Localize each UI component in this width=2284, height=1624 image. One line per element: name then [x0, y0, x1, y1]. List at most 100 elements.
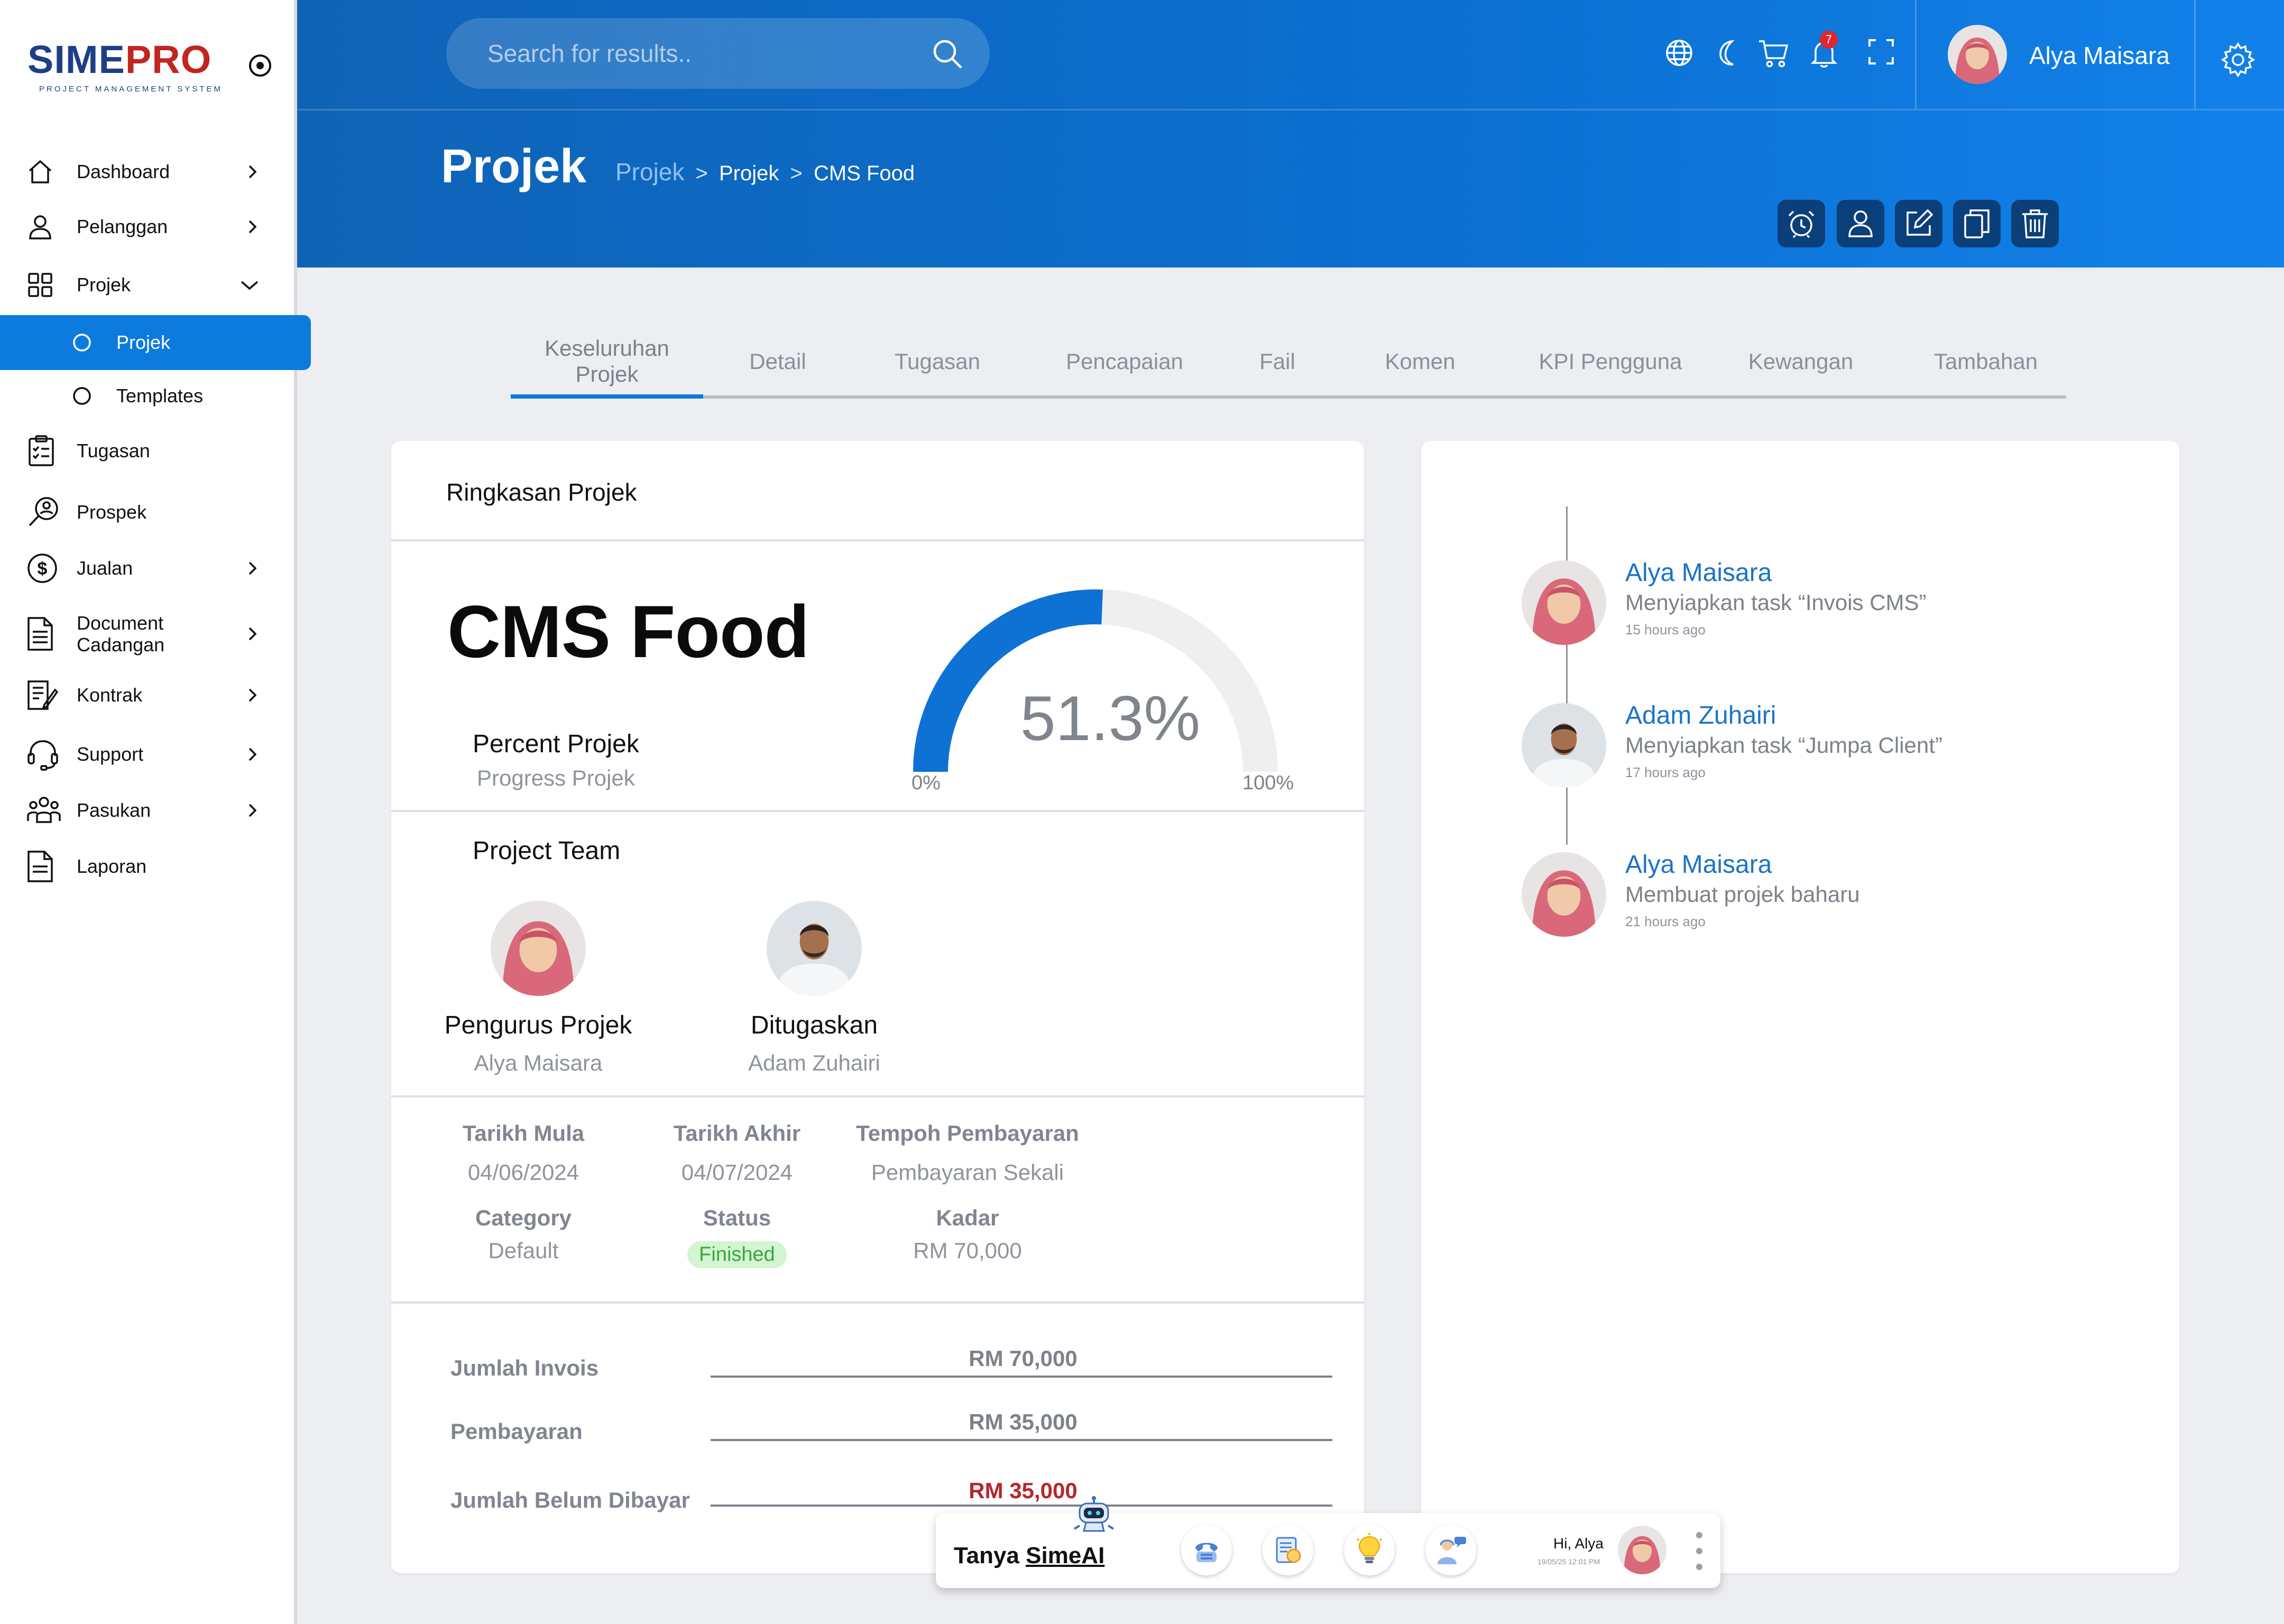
divider: [391, 810, 1364, 812]
robot-icon[interactable]: [1070, 1496, 1118, 1538]
sidebar-item-support[interactable]: Support: [0, 731, 297, 778]
sidebar-item-label: Laporan: [77, 855, 147, 878]
info-status: Status Finished: [621, 1205, 853, 1268]
brand-name-part1: SIME: [27, 38, 125, 81]
project-summary-card: Ringkasan Projek CMS Food Percent Projek…: [391, 441, 1364, 1573]
gauge-value: 51.3%: [1020, 683, 1201, 754]
assign-user-button[interactable]: [1837, 200, 1884, 247]
tab-pencapaian[interactable]: Pencapaian: [1066, 349, 1183, 374]
greeting-text: Hi, Alya: [1553, 1535, 1604, 1552]
breadcrumb-root[interactable]: Projek: [615, 158, 685, 186]
more-options-icon[interactable]: [1694, 1527, 1705, 1575]
tab-fail[interactable]: Fail: [1259, 349, 1295, 374]
avatar[interactable]: [767, 901, 862, 996]
reminder-button[interactable]: [1778, 200, 1825, 247]
activity-text: Membuat projek baharu: [1625, 882, 1860, 907]
search-bar[interactable]: [446, 18, 990, 89]
ai-idea-button[interactable]: [1344, 1525, 1395, 1575]
info-label: Kadar: [936, 1205, 999, 1230]
ask-ai-label[interactable]: Tanya SimeAI: [954, 1543, 1104, 1569]
edit-icon: [1903, 208, 1934, 239]
breadcrumb-middle[interactable]: Projek: [719, 162, 779, 185]
finance-row-outstanding: Jumlah Belum Dibayar RM 35,000: [391, 1478, 1364, 1530]
finance-underline: [711, 1505, 1332, 1507]
fullscreen-icon[interactable]: [1867, 38, 1895, 66]
finance-underline: [711, 1376, 1332, 1378]
finance-underline: [711, 1439, 1332, 1441]
tab-kewangan[interactable]: Kewangan: [1748, 349, 1854, 374]
ai-phone-button[interactable]: [1181, 1525, 1232, 1575]
project-tabs: Keseluruhan Projek Detail Tugasan Pencap…: [511, 328, 2066, 399]
tab-keseluruhan-projek[interactable]: Keseluruhan Projek: [511, 328, 703, 399]
tab-detail[interactable]: Detail: [749, 349, 806, 374]
member-role: Pengurus Projek: [444, 1011, 632, 1039]
gear-icon[interactable]: [2219, 41, 2257, 78]
sidebar-item-pasukan[interactable]: Pasukan: [0, 787, 297, 834]
activity-item[interactable]: Alya Maisara Membuat projek baharu 21 ho…: [1522, 851, 1860, 937]
team-member-assignee: Ditugaskan Adam Zuhairi: [730, 901, 899, 1076]
chevron-right-icon: [244, 802, 260, 818]
sidebar-item-label: Projek: [77, 274, 131, 296]
info-value: RM 70,000: [913, 1238, 1022, 1263]
divider: [391, 539, 1364, 541]
copy-icon: [1962, 208, 1992, 239]
sidebar-item-laporan[interactable]: Laporan: [0, 843, 297, 890]
tab-komen[interactable]: Komen: [1385, 349, 1456, 374]
edit-button[interactable]: [1895, 200, 1942, 247]
member-name: Alya Maisara: [474, 1050, 603, 1075]
user-avatar[interactable]: [1948, 25, 2007, 84]
cart-icon[interactable]: [1757, 38, 1790, 69]
search-icon[interactable]: [931, 37, 964, 71]
tab-tambahan[interactable]: Tambahan: [1933, 349, 2038, 374]
circle-icon: [72, 333, 92, 353]
ai-document-button[interactable]: [1263, 1525, 1313, 1575]
percent-sublabel: Progress Projek: [477, 765, 635, 790]
activity-user[interactable]: Alya Maisara: [1625, 559, 1772, 587]
chevron-right-icon: [244, 746, 260, 762]
breadcrumb: Projek > Projek > CMS Food: [615, 158, 915, 186]
sidebar-subitem-templates[interactable]: Templates: [0, 372, 311, 420]
chevron-right-icon: [244, 560, 260, 576]
percent-label: Percent Projek: [473, 730, 639, 758]
finance-value: RM 35,000: [969, 1409, 1077, 1434]
avatar[interactable]: [1618, 1526, 1666, 1574]
sidebar-item-document-cadangan[interactable]: Document Cadangan: [0, 605, 297, 663]
sidebar-item-kontrak[interactable]: Kontrak: [0, 671, 297, 719]
sidebar-item-projek[interactable]: Projek: [0, 261, 297, 309]
sidebar-item-prospek[interactable]: Prospek: [0, 488, 297, 536]
phone-icon: [1189, 1533, 1224, 1567]
sidebar-item-label: Tugasan: [77, 440, 150, 462]
search-input[interactable]: [487, 18, 910, 89]
ask-ai-prefix: Tanya: [954, 1543, 1026, 1568]
brand-logo[interactable]: SIMEPRO PROJECT MANAGEMENT SYSTEM: [27, 40, 223, 94]
avatar[interactable]: [1522, 560, 1606, 645]
sidebar-item-label: Pasukan: [77, 799, 151, 822]
sidebar-item-tugasan[interactable]: Tugasan: [0, 427, 297, 475]
activity-item[interactable]: Alya Maisara Menyiapkan task “Invois CMS…: [1522, 559, 1927, 645]
sidebar-item-pelanggan[interactable]: Pelanggan: [0, 203, 297, 251]
user-name[interactable]: Alya Maisara: [2029, 42, 2170, 69]
sidebar-item-dashboard[interactable]: Dashboard: [0, 148, 297, 196]
ai-support-button[interactable]: [1425, 1525, 1476, 1575]
status-badge: Finished: [687, 1241, 787, 1268]
copy-button[interactable]: [1953, 200, 2001, 247]
moon-icon[interactable]: [1714, 38, 1740, 68]
info-value: Pembayaran Sekali: [871, 1160, 1064, 1185]
activity-item[interactable]: Adam Zuhairi Menyiapkan task “Jumpa Clie…: [1522, 702, 1942, 788]
sidebar-item-jualan[interactable]: $ Jualan: [0, 545, 297, 592]
tab-kpi-pengguna[interactable]: KPI Pengguna: [1539, 349, 1682, 374]
info-label: Tarikh Akhir: [673, 1121, 801, 1146]
sidebar-toggle-icon[interactable]: [247, 53, 273, 78]
avatar[interactable]: [1522, 703, 1606, 788]
avatar[interactable]: [491, 901, 586, 996]
activity-user[interactable]: Alya Maisara: [1625, 851, 1772, 879]
delete-button[interactable]: [2011, 200, 2059, 247]
tab-tugasan[interactable]: Tugasan: [895, 349, 980, 374]
activity-user[interactable]: Adam Zuhairi: [1625, 702, 1776, 730]
sidebar-subitem-projek[interactable]: Projek: [0, 315, 311, 370]
avatar[interactable]: [1522, 852, 1606, 937]
sidebar-item-label: Document Cadangan: [77, 612, 165, 656]
globe-icon[interactable]: [1664, 38, 1694, 68]
activity-time: 15 hours ago: [1625, 622, 1706, 638]
team-member-manager: Pengurus Projek Alya Maisara: [438, 901, 639, 1076]
